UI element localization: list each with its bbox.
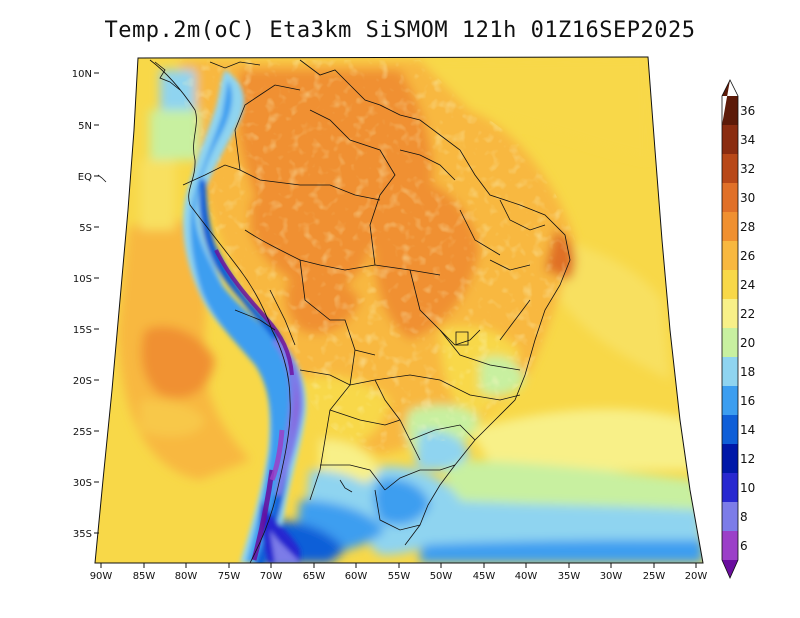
colorbar-segment <box>722 241 738 270</box>
lon-label: 75W <box>218 571 241 582</box>
colorbar-segment <box>722 270 738 299</box>
lat-label: 20S <box>73 376 92 387</box>
colorbar-label: 10 <box>740 481 755 495</box>
colorbar: 6 8 10 12 14 16 18 20 22 24 26 28 30 32 … <box>721 79 755 579</box>
colorbar-segment <box>722 125 738 154</box>
lat-label: 10S <box>73 274 92 285</box>
colorbar-segment <box>722 502 738 531</box>
colorbar-segment <box>722 328 738 357</box>
domain-outline <box>94 56 704 564</box>
colorbar-label: 26 <box>740 249 755 263</box>
lon-label: 65W <box>303 571 326 582</box>
lat-label: EQ <box>78 172 92 183</box>
colorbar-segment <box>722 444 738 473</box>
colorbar-label: 8 <box>740 510 748 524</box>
colorbar-segment <box>722 415 738 444</box>
lat-label: 5N <box>78 121 92 132</box>
colorbar-label: 24 <box>740 278 755 292</box>
lon-label: 20W <box>685 571 708 582</box>
lat-label: 30S <box>73 478 92 489</box>
colorbar-label: 32 <box>740 162 755 176</box>
lon-label: 40W <box>515 571 538 582</box>
colorbar-segment <box>722 183 738 212</box>
colorbar-label: 14 <box>740 423 755 437</box>
country-boundaries <box>97 59 571 564</box>
map-title: Temp.2m(oC) Eta3km SiSMOM 121h 01Z16SEP2… <box>104 18 696 43</box>
lon-label: 55W <box>388 571 411 582</box>
colorbar-segment <box>722 212 738 241</box>
lat-label: 35S <box>73 529 92 540</box>
lon-label: 25W <box>643 571 666 582</box>
colorbar-label: 34 <box>740 133 755 147</box>
lat-label: 5S <box>79 223 92 234</box>
lon-label: 35W <box>558 571 581 582</box>
latitude-axis: 10N 5N EQ 5S 10S 15S 20S 25S 30S 35S <box>72 69 99 540</box>
lon-label: 30W <box>600 571 623 582</box>
colorbar-label: 28 <box>740 220 755 234</box>
colorbar-segment <box>722 80 738 125</box>
colorbar-segment <box>722 531 738 560</box>
colorbar-label: 6 <box>740 539 748 553</box>
colorbar-segment <box>722 357 738 386</box>
colorbar-label: 18 <box>740 365 755 379</box>
colorbar-label: 36 <box>740 104 755 118</box>
colorbar-segment <box>722 560 738 578</box>
lon-label: 50W <box>430 571 453 582</box>
lon-label: 70W <box>260 571 283 582</box>
colorbar-label: 16 <box>740 394 755 408</box>
lat-label: 15S <box>73 325 92 336</box>
lon-label: 45W <box>473 571 496 582</box>
lat-label: 10N <box>72 69 92 80</box>
colorbar-label: 12 <box>740 452 755 466</box>
lon-label: 60W <box>345 571 368 582</box>
lon-label: 90W <box>90 571 113 582</box>
longitude-axis: 90W 85W 80W 75W 70W 65W 60W 55W 50W 45W … <box>90 563 708 582</box>
colorbar-segment <box>722 473 738 502</box>
colorbar-segment <box>722 154 738 183</box>
lat-label: 25S <box>73 427 92 438</box>
colorbar-label: 22 <box>740 307 755 321</box>
colorbar-segment <box>722 386 738 415</box>
lon-label: 85W <box>133 571 156 582</box>
colorbar-label: 20 <box>740 336 755 350</box>
temperature-field <box>95 57 703 563</box>
colorbar-segment <box>722 299 738 328</box>
colorbar-label: 30 <box>740 191 755 205</box>
lon-label: 80W <box>175 571 198 582</box>
